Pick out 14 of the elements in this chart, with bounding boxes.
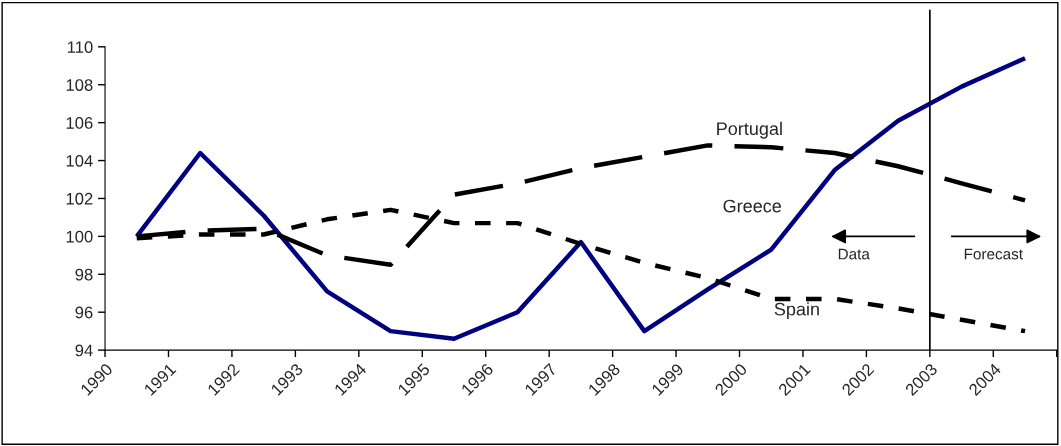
annotation: Forecast xyxy=(964,248,1023,260)
y-tick-label: 110 xyxy=(67,41,93,54)
y-tick-label: 94 xyxy=(75,344,93,357)
y-tick-label: 102 xyxy=(66,192,93,205)
annotation: Data xyxy=(838,248,870,260)
y-tick-label: 100 xyxy=(66,230,93,243)
series-label: Portugal xyxy=(717,121,782,139)
y-tick-label: 108 xyxy=(66,79,93,91)
y-tick-label: 96 xyxy=(75,306,93,319)
series-label: Greece xyxy=(723,199,782,213)
y-tick-label: 98 xyxy=(75,268,93,281)
y-tick-label: 106 xyxy=(66,117,93,129)
y-tick-label: 104 xyxy=(66,154,93,167)
series-label: Spain xyxy=(774,302,819,320)
